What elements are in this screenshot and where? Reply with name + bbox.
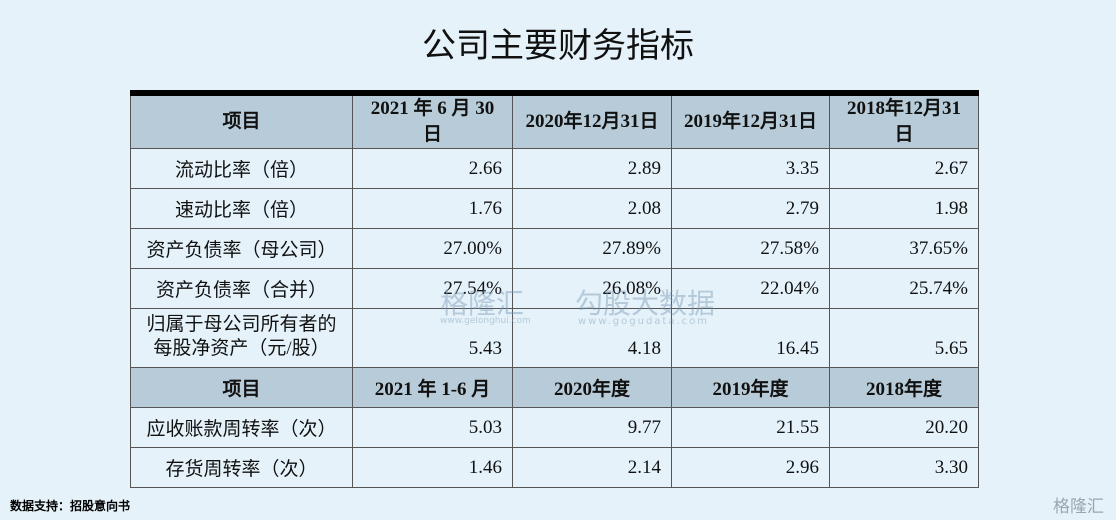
header-row: 项目 2021 年 1-6 月 2020年度 2019年度 2018年度 [130,367,979,408]
value-cell: 27.54% [352,268,513,309]
value-cell: 27.89% [512,228,672,269]
value-cell: 2.66 [352,148,513,189]
value-cell: 20.20 [829,407,979,448]
data-row: 应收账款周转率（次） 5.03 9.77 21.55 20.20 [130,407,979,448]
value-cell: 27.58% [671,228,830,269]
header-row: 项目 2021 年 6 月 30 日 2020年12月31日 2019年12月31日 2… [130,92,979,149]
value-cell: 5.65 [829,308,979,368]
watermark-url: www.gelonghui.com [440,316,531,326]
value-cell: 3.35 [671,148,830,189]
value-cell: 5.03 [352,407,513,448]
value-cell: 2.67 [829,148,979,189]
source-note: 数据支持：招股意向书 [10,499,131,513]
header-cell: 2020年12月31日 [512,92,672,149]
value-cell: 2.96 [671,447,830,488]
logo: 格隆汇 [1053,497,1104,517]
row-label: 应收账款周转率（次） [130,407,353,448]
watermark-url: www.gogudata.com [578,316,710,327]
value-cell: 2.79 [671,188,830,229]
watermark: 勾股大数据 [575,287,716,320]
value-cell: 5.43 [352,308,513,368]
row-label: 存货周转率（次） [130,447,353,488]
header-cell: 2020年度 [512,367,672,408]
data-row: 速动比率（倍） 1.76 2.08 2.79 1.98 [130,188,979,229]
value-cell: 3.30 [829,447,979,488]
watermark: 格隆汇 [440,287,525,320]
row-label: 资产负债率（合并） [130,268,353,309]
data-row: 资产负债率（合并） 27.54% 26.08% 22.04% 25.74% [130,268,979,309]
header-cell: 2018年12月31日 [829,92,979,149]
value-cell: 1.76 [352,188,513,229]
data-row: 资产负债率（母公司） 27.00% 27.89% 27.58% 37.65% [130,228,979,269]
header-cell: 2019年12月31日 [671,92,830,149]
row-label: 速动比率（倍） [130,188,353,229]
value-cell: 26.08% [512,268,672,309]
row-label: 资产负债率（母公司） [130,228,353,269]
value-cell: 2.14 [512,447,672,488]
data-row: 存货周转率（次） 1.46 2.14 2.96 3.30 [130,447,979,488]
row-label: 流动比率（倍） [130,148,353,189]
value-cell: 1.46 [352,447,513,488]
data-row: 归属于母公司所有者的每股净资产（元/股） 5.43 4.18 16.45 5.65 [130,308,979,368]
table-body: 项目 2021 年 6 月 30 日 2020年12月31日 2019年12月31日 2… [130,92,979,488]
header-cell: 2021 年 1-6 月 [352,367,513,408]
header-cell: 项目 [130,92,353,149]
value-cell: 1.98 [829,188,979,229]
financial-table: 项目 2021 年 6 月 30 日 2020年12月31日 2019年12月31日 2… [130,90,979,488]
header-cell: 2021 年 6 月 30 日 [352,92,513,149]
header-cell: 项目 [130,367,353,408]
value-cell: 37.65% [829,228,979,269]
value-cell: 27.00% [352,228,513,269]
header-cell: 2018年度 [829,367,979,408]
title: 公司主要财务指标 [422,26,694,66]
row-label: 归属于母公司所有者的每股净资产（元/股） [130,308,353,368]
value-cell: 21.55 [671,407,830,448]
value-cell: 9.77 [512,407,672,448]
header-cell: 2019年度 [671,367,830,408]
value-cell: 2.08 [512,188,672,229]
value-cell: 25.74% [829,268,979,309]
value-cell: 2.89 [512,148,672,189]
data-row: 流动比率（倍） 2.66 2.89 3.35 2.67 [130,148,979,189]
